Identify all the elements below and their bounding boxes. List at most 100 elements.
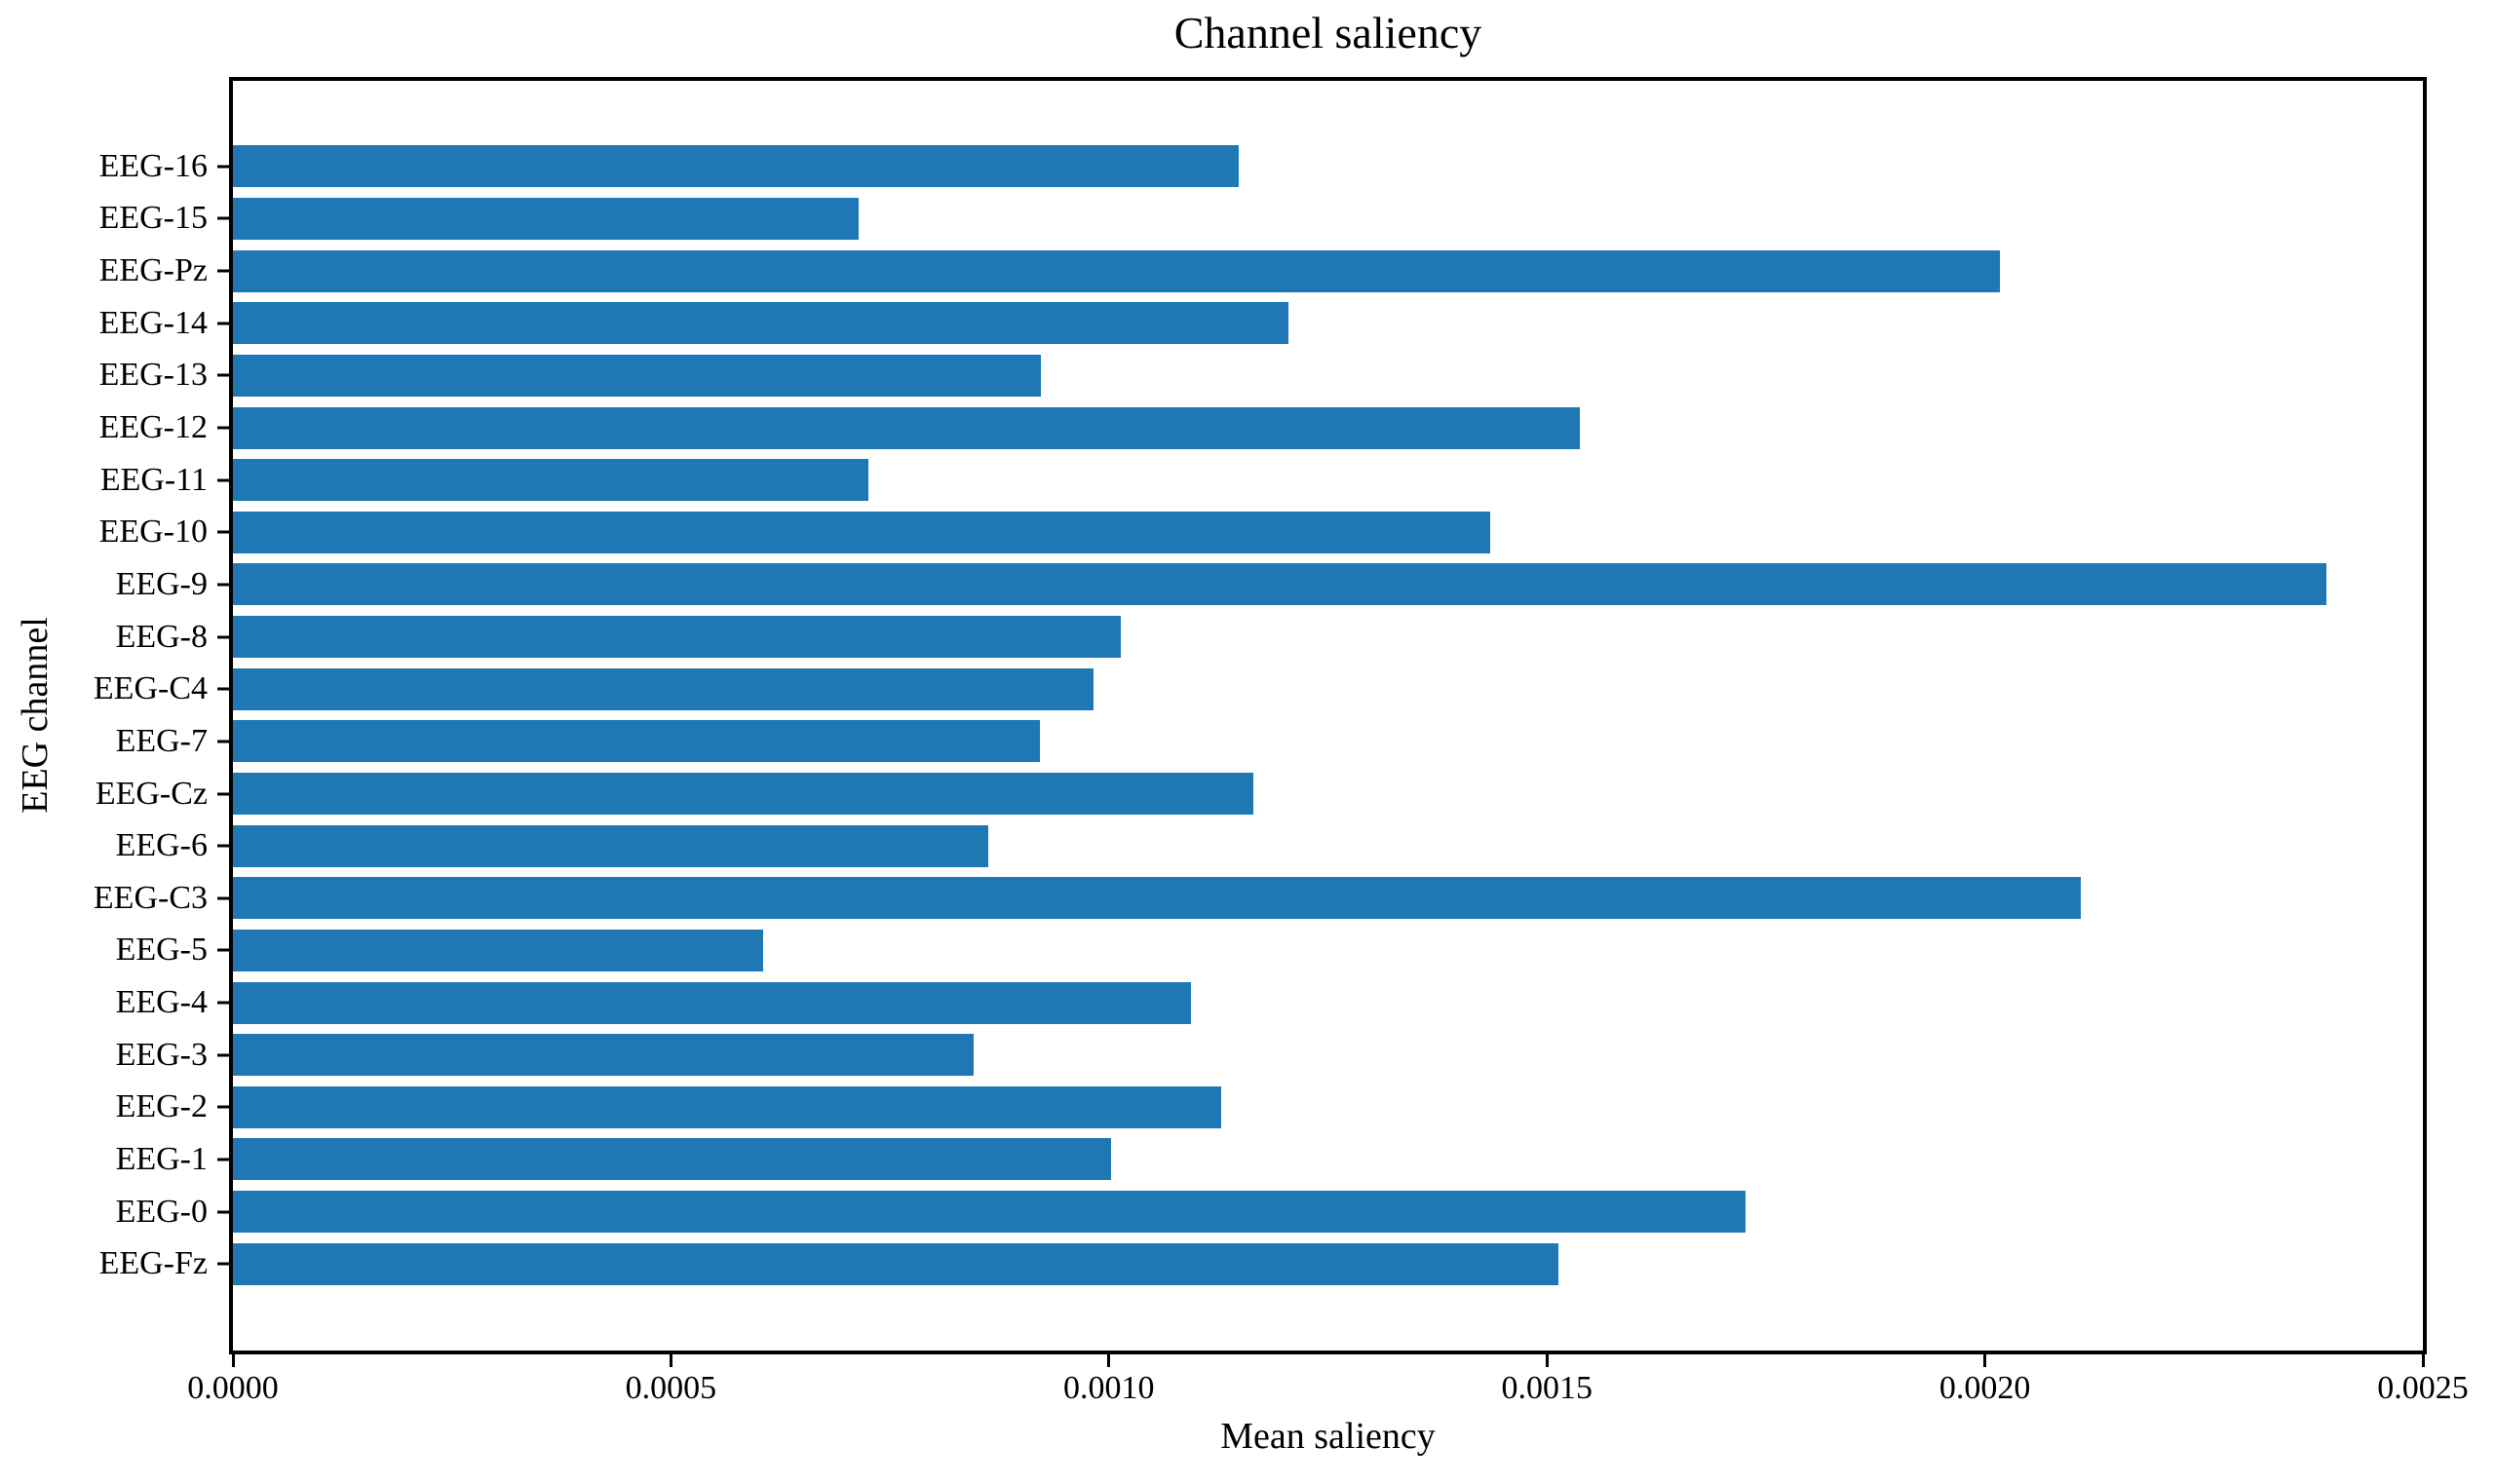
y-tick-mark: [217, 896, 229, 900]
y-tick-label: EEG-Cz: [95, 775, 208, 812]
bar: [233, 720, 1040, 763]
y-tick-label: EEG-3: [115, 1036, 208, 1073]
y-tick-label: EEG-11: [99, 461, 208, 498]
bar: [233, 616, 1122, 659]
bar-row: EEG-16: [99, 140, 2423, 193]
y-tick-mark: [217, 373, 229, 377]
x-tick-label: 0.0020: [1938, 1370, 2031, 1406]
bar: [233, 667, 1094, 710]
bar: [233, 929, 763, 971]
plot-area: EEG-16 EEG-15 EEG-Pz EEG-14 EEG-13 EEG-12 EEG-…: [94, 77, 2427, 1354]
bar-row: EEG-14: [99, 297, 2423, 350]
y-tick-mark: [217, 530, 229, 534]
y-tick-mark: [217, 216, 229, 220]
bar-row: EEG-12: [99, 401, 2423, 454]
y-tick-mark: [217, 426, 229, 430]
x-tick-label: 0.0000: [187, 1370, 279, 1406]
bar: [233, 302, 1289, 345]
bar-row: EEG-C4: [94, 663, 2423, 715]
y-tick-label: EEG-16: [98, 147, 208, 184]
y-tick-mark: [217, 844, 229, 848]
bar-row: EEG-3: [116, 1029, 2423, 1082]
y-tick-label: EEG-15: [98, 200, 208, 237]
bar-row: EEG-5: [116, 925, 2423, 977]
x-tick-label: 0.0010: [1063, 1370, 1155, 1406]
x-tick-mark: [2421, 1354, 2425, 1367]
y-tick-mark: [217, 322, 229, 325]
y-tick-mark: [217, 583, 229, 587]
y-tick-label: EEG-13: [98, 357, 208, 394]
bar-row: EEG-0: [116, 1186, 2423, 1238]
y-tick-mark: [217, 948, 229, 952]
bar-row: EEG-10: [99, 506, 2423, 558]
y-tick-label: EEG-1: [115, 1140, 208, 1177]
y-tick-label: EEG-2: [115, 1088, 208, 1125]
x-tick-label: 0.0015: [1501, 1370, 1593, 1406]
bar-row: EEG-Cz: [96, 768, 2423, 820]
y-tick-label: EEG-C3: [93, 879, 208, 916]
x-tick-mark: [1107, 1354, 1111, 1367]
y-tick-label: EEG-4: [115, 984, 208, 1021]
bar: [233, 1242, 1558, 1285]
y-tick-mark: [217, 1105, 229, 1109]
bar: [233, 563, 2327, 606]
y-tick-mark: [217, 478, 229, 482]
bar: [233, 197, 859, 240]
bar: [233, 1034, 975, 1077]
y-axis-label: EEG channel: [15, 617, 56, 814]
y-tick-mark: [217, 1158, 229, 1161]
bar: [233, 145, 1239, 188]
y-tick-mark: [217, 269, 229, 273]
y-tick-label: EEG-C4: [93, 670, 208, 707]
x-tick-mark: [231, 1354, 235, 1367]
bar-row: EEG-11: [100, 454, 2423, 507]
bar-row: EEG-C3: [94, 872, 2423, 925]
y-tick-label: EEG-14: [98, 304, 208, 341]
y-tick-mark: [217, 1210, 229, 1214]
bar: [233, 773, 1254, 815]
bar: [233, 1085, 1221, 1128]
y-tick-label: EEG-10: [98, 514, 208, 551]
bar: [233, 406, 1581, 449]
bar-row: EEG-6: [116, 819, 2423, 872]
bar-row: EEG-13: [99, 350, 2423, 402]
bar-row: EEG-9: [116, 558, 2423, 611]
y-tick-mark: [217, 635, 229, 639]
y-tick-label: EEG-8: [115, 618, 208, 655]
y-tick-label: EEG-5: [115, 932, 208, 969]
y-tick-label: EEG-9: [115, 565, 208, 602]
y-tick-label: EEG-Fz: [98, 1245, 208, 1282]
x-tick-mark: [1545, 1354, 1549, 1367]
y-tick-mark: [217, 165, 229, 169]
bar-row: EEG-4: [116, 976, 2423, 1029]
y-tick-mark: [217, 740, 229, 743]
bar: [233, 1138, 1112, 1181]
bar-rows-container: EEG-16 EEG-15 EEG-Pz EEG-14 EEG-13 EEG-12 EEG-…: [94, 81, 2423, 1351]
bar: [233, 249, 2000, 292]
y-tick-label: EEG-0: [115, 1193, 208, 1230]
y-tick-mark: [217, 1001, 229, 1005]
bar: [233, 1191, 1746, 1234]
x-tick-mark: [669, 1354, 672, 1367]
x-tick-mark: [1983, 1354, 1987, 1367]
bar: [233, 824, 988, 867]
x-tick-label: 0.0005: [625, 1370, 717, 1406]
bar: [233, 459, 868, 502]
y-tick-label: EEG-6: [115, 827, 208, 864]
y-tick-mark: [217, 792, 229, 795]
bar-row: EEG-Fz: [99, 1237, 2423, 1290]
y-tick-mark: [217, 1053, 229, 1057]
bar: [233, 354, 1041, 397]
y-tick-mark: [217, 687, 229, 691]
bar-row: EEG-2: [116, 1082, 2423, 1134]
bar: [233, 511, 1490, 553]
x-axis-label: Mean saliency: [1220, 1416, 1436, 1457]
bar-row: EEG-1: [116, 1133, 2423, 1186]
y-tick-label: EEG-7: [115, 722, 208, 759]
y-tick-label: EEG-Pz: [98, 252, 208, 289]
x-tick-label: 0.0025: [2377, 1370, 2469, 1406]
y-tick-label: EEG-12: [98, 409, 208, 446]
chart-title: Channel saliency: [1173, 8, 1482, 57]
bar-row: EEG-7: [116, 715, 2423, 768]
